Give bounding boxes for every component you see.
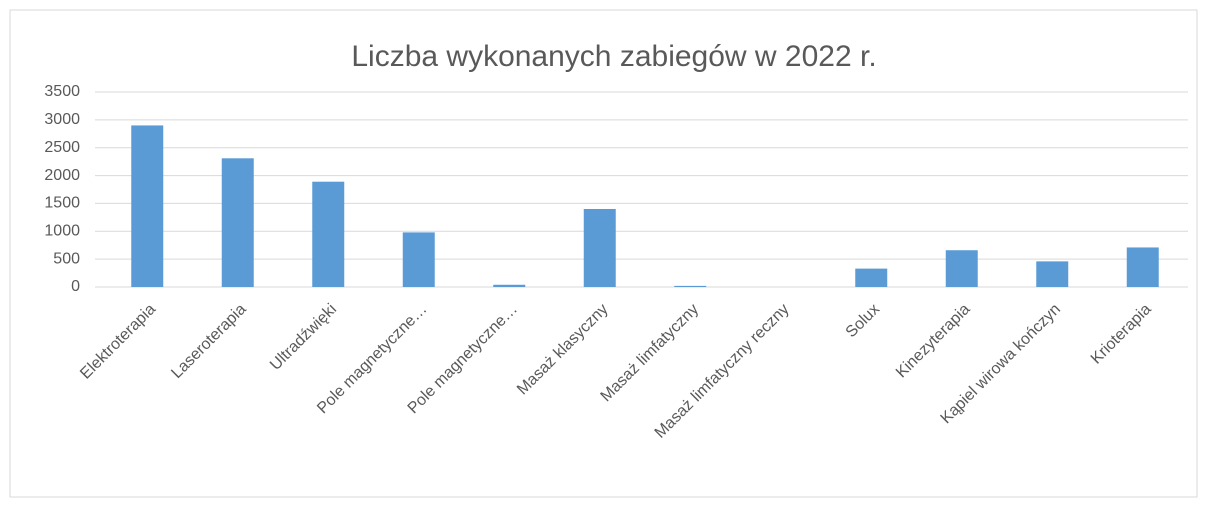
bar: [493, 284, 526, 287]
bar: [1036, 261, 1069, 287]
y-tick-label: 2500: [44, 139, 80, 156]
y-tick-label: 500: [53, 250, 80, 267]
y-tick-label: 3500: [44, 83, 80, 100]
bar: [312, 181, 345, 287]
y-tick-label: 3000: [44, 111, 80, 128]
bar: [674, 285, 707, 287]
bar: [1126, 247, 1159, 287]
y-tick-label: 0: [71, 278, 80, 295]
bar: [855, 268, 888, 287]
bar: [945, 250, 978, 287]
y-tick-label: 2000: [44, 167, 80, 184]
bar: [583, 209, 616, 287]
chart-title: Liczba wykonanych zabiegów w 2022 r.: [351, 40, 876, 73]
y-tick-label: 1500: [44, 195, 80, 212]
bar: [402, 232, 435, 287]
bar: [221, 158, 254, 287]
bar: [131, 125, 164, 287]
y-tick-label: 1000: [44, 223, 80, 240]
